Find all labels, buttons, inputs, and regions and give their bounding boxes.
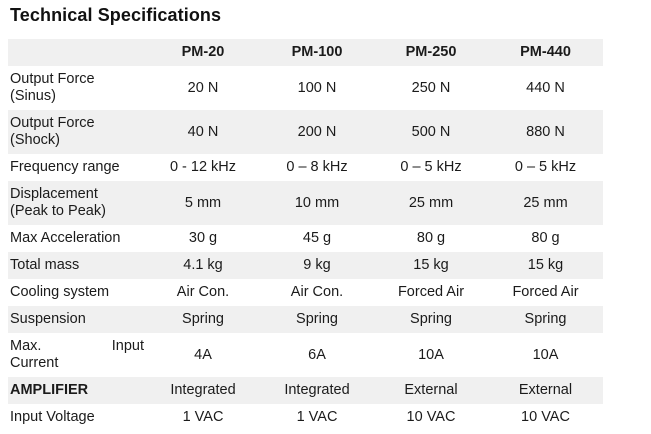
row-label-line-justified: Max. Input xyxy=(10,338,144,355)
row-label-line: Current xyxy=(10,355,59,371)
row-label-word: Input xyxy=(111,338,144,354)
spec-value: 0 – 5 kHz xyxy=(514,159,577,175)
spec-value: 80 g xyxy=(416,230,446,246)
spec-value: 100 N xyxy=(297,79,337,96)
spec-value: 25 mm xyxy=(408,194,454,211)
spec-value: 4.1 kg xyxy=(183,257,223,273)
row-label: Frequency range xyxy=(8,154,146,181)
spec-value: 0 – 8 kHz xyxy=(286,159,348,175)
row-label: Suspension xyxy=(8,306,146,333)
spec-value: 25 mm xyxy=(523,194,568,211)
spec-value: 500 N xyxy=(411,123,451,140)
row-label: Total mass xyxy=(8,252,146,279)
spec-table: PM-20 PM-100 PM-250 PM-440 Output Force (Sin… xyxy=(8,39,603,431)
table-row: Displacement (Peak to Peak) 5 mm 10 mm 25 mm… xyxy=(8,181,603,225)
row-label: Max Acceleration xyxy=(8,225,146,252)
spec-value: 200 N xyxy=(297,123,337,140)
spec-value: Air Con. xyxy=(176,284,230,300)
spec-value: 20 N xyxy=(187,79,219,96)
row-label: Max. Input Current xyxy=(8,333,146,377)
spec-value: External xyxy=(404,382,458,398)
spec-value: 1 VAC xyxy=(182,409,224,425)
row-label-line: Total mass xyxy=(10,257,80,273)
row-label: Output Force (Shock) xyxy=(8,110,146,154)
spec-value: Forced Air xyxy=(397,284,465,300)
table-row: Input Voltage 1 VAC 1 VAC 10 VAC 10 VAC xyxy=(8,404,603,431)
row-label-line: Input Voltage xyxy=(10,409,95,425)
spec-value: 10 VAC xyxy=(406,409,456,425)
spec-value: 5 mm xyxy=(184,194,222,211)
spec-value: 15 kg xyxy=(413,257,449,273)
spec-table-body: Output Force (Sinus) 20 N 100 N 250 N 440 N Ou… xyxy=(8,66,603,431)
row-label-line: Cooling system xyxy=(10,284,110,300)
table-row: Max Acceleration 30 g 45 g 80 g 80 g xyxy=(8,225,603,252)
row-label-line: (Shock) xyxy=(10,132,60,148)
spec-value: 15 kg xyxy=(527,257,564,273)
row-label-line: (Peak to Peak) xyxy=(10,203,106,219)
spec-value: 4A xyxy=(194,346,212,363)
row-label-line: Output Force xyxy=(10,115,95,131)
spec-value: 10A xyxy=(532,346,559,363)
spec-value: Integrated xyxy=(170,382,236,398)
row-label-line: Frequency range xyxy=(10,159,120,175)
spec-value: 440 N xyxy=(526,79,565,96)
spec-value: External xyxy=(518,382,573,398)
spec-value: Air Con. xyxy=(290,284,344,300)
table-header-row: PM-20 PM-100 PM-250 PM-440 xyxy=(8,39,603,66)
table-row: Frequency range 0 - 12 kHz 0 – 8 kHz 0 – 5 … xyxy=(8,154,603,181)
column-header: PM-250 xyxy=(405,44,457,60)
page-title: Technical Specifications xyxy=(10,5,222,25)
row-label-line: AMPLIFIER xyxy=(10,382,89,398)
row-label-line: Suspension xyxy=(10,311,86,327)
spec-value: 30 g xyxy=(188,230,218,246)
spec-value: 250 N xyxy=(411,79,451,96)
table-row: Output Force (Sinus) 20 N 100 N 250 N 440 N xyxy=(8,66,603,110)
spec-value: Spring xyxy=(182,311,224,327)
column-header-empty xyxy=(8,39,146,66)
table-row: AMPLIFIER Integrated Integrated External Ext… xyxy=(8,377,603,404)
spec-value: Spring xyxy=(410,311,452,327)
spec-value: Forced Air xyxy=(512,284,579,300)
spec-value: 10 VAC xyxy=(521,409,570,425)
row-label-line: Max Acceleration xyxy=(10,230,121,246)
row-label: AMPLIFIER xyxy=(8,377,146,404)
row-label-word: Max. xyxy=(10,338,42,354)
spec-value: 9 kg xyxy=(303,257,331,273)
spec-value: Integrated xyxy=(284,382,350,398)
table-row: Output Force (Shock) 40 N 200 N 500 N 880 N xyxy=(8,110,603,154)
row-label-line: (Sinus) xyxy=(10,88,56,104)
spec-value: 0 – 5 kHz xyxy=(400,159,462,175)
spec-value: Spring xyxy=(296,311,338,327)
spec-value: 0 - 12 kHz xyxy=(169,159,237,175)
row-label: Input Voltage xyxy=(8,404,146,431)
row-label: Output Force (Sinus) xyxy=(8,66,146,110)
spec-value: 6A xyxy=(308,346,326,363)
table-row: Cooling system Air Con. Air Con. Forced Air… xyxy=(8,279,603,306)
spec-value: 10A xyxy=(418,346,444,363)
spec-value: 80 g xyxy=(531,230,560,246)
column-header: PM-20 xyxy=(181,44,225,60)
spec-value: 1 VAC xyxy=(296,409,338,425)
spec-value: 40 N xyxy=(187,123,219,140)
column-header: PM-100 xyxy=(291,44,343,60)
row-label-line: Displacement xyxy=(10,186,98,202)
spec-value: 45 g xyxy=(302,230,332,246)
table-row: Total mass 4.1 kg 9 kg 15 kg 15 kg xyxy=(8,252,603,279)
spec-value: 880 N xyxy=(526,123,565,140)
row-label: Displacement (Peak to Peak) xyxy=(8,181,146,225)
row-label-line: Output Force xyxy=(10,71,95,87)
table-row: Suspension Spring Spring Spring Spring xyxy=(8,306,603,333)
column-header: PM-440 xyxy=(520,44,571,60)
row-label: Cooling system xyxy=(8,279,146,306)
spec-value: 10 mm xyxy=(294,194,340,211)
table-row: Max. Input Current 4A 6A 10A 10A xyxy=(8,333,603,377)
spec-value: Spring xyxy=(524,311,567,327)
